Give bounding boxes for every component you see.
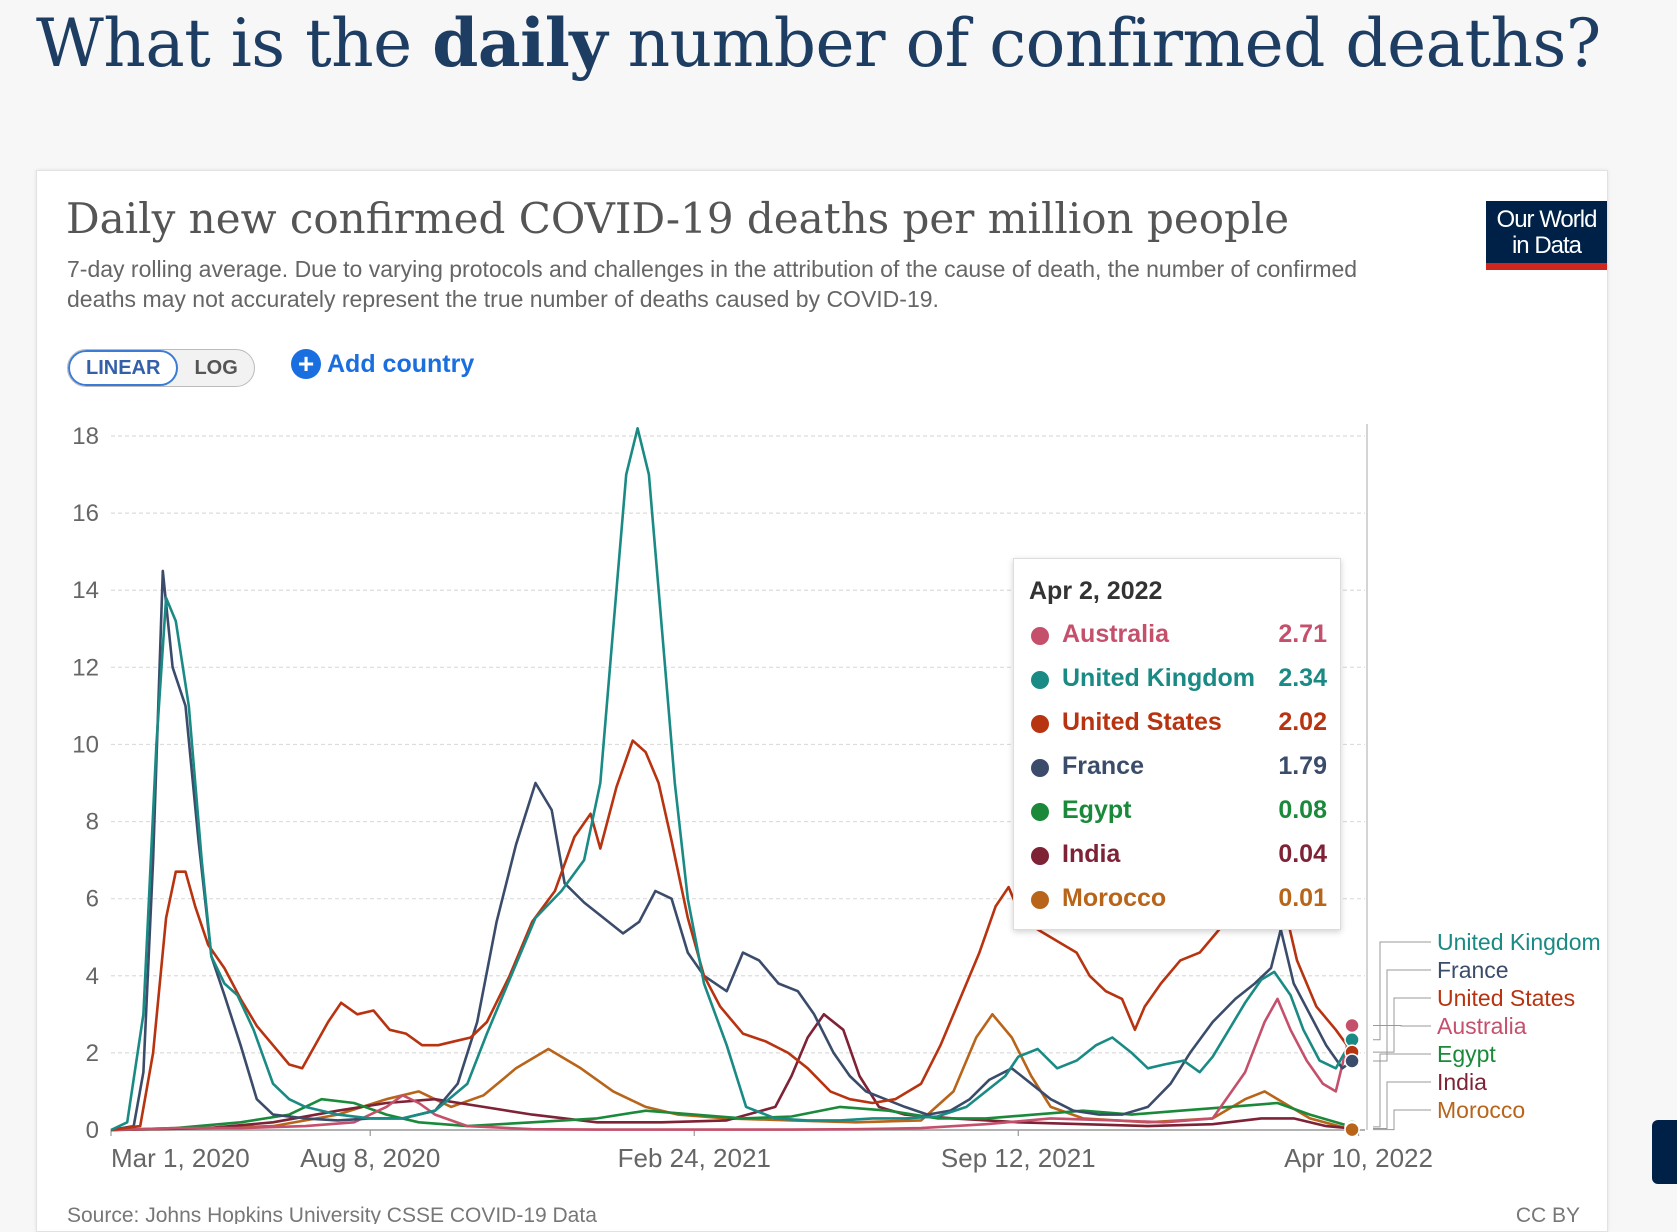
legend-label: France (1437, 957, 1509, 983)
tooltip-country-name: Egypt (1062, 796, 1132, 824)
y-tick-label: 10 (72, 731, 99, 758)
tooltip-row: Egypt 0.08 (1029, 793, 1327, 829)
series-end-point (1344, 1053, 1360, 1069)
legend-connector (1373, 1025, 1431, 1027)
legend-label: Morocco (1437, 1097, 1525, 1123)
series-end-point (1344, 1121, 1360, 1138)
series-color-dot (1031, 847, 1049, 865)
add-country-button[interactable]: + Add country (291, 349, 474, 379)
y-tick-label: 6 (86, 886, 99, 913)
page-heading: What is the daily number of confirmed de… (36, 4, 1601, 82)
tooltip-country-name: India (1062, 840, 1121, 868)
series-line-france (110, 569, 1353, 1132)
linear-scale-button[interactable]: LINEAR (68, 350, 179, 386)
legend-connector (1373, 1081, 1431, 1129)
owid-logo[interactable]: Our World in Data (1486, 201, 1607, 270)
series-color-dot (1031, 627, 1049, 645)
series-line-united-kingdom (110, 427, 1354, 1132)
legend-connector (1373, 1109, 1431, 1131)
chart-subtitle: 7-day rolling average. Due to varying pr… (67, 256, 1358, 312)
legend-label: Egypt (1437, 1041, 1496, 1067)
legend-label: United Kingdom (1437, 929, 1601, 955)
x-tick-label: Aug 8, 2020 (300, 1143, 440, 1173)
tooltip-country-name: Australia (1062, 620, 1169, 648)
plus-circle-icon: + (291, 349, 321, 379)
legend-label: United States (1437, 985, 1575, 1011)
hover-tooltip: Apr 2, 2022 Australia 2.71 United Kingdom 2… (1013, 558, 1341, 930)
tooltip-country-name: United States (1062, 708, 1222, 736)
tooltip-date: Apr 2, 2022 (1029, 577, 1163, 605)
scale-toggle: LINEAR LOG (67, 349, 255, 387)
x-tick-label: Mar 1, 2020 (111, 1143, 250, 1173)
tooltip-row: United Kingdom 2.34 (1029, 661, 1327, 697)
legend-connector (1373, 941, 1431, 1041)
tooltip-row: Australia 2.71 (1029, 617, 1327, 653)
series-line-australia (110, 997, 1354, 1132)
tooltip-value: 1.79 (1278, 752, 1327, 780)
chart-title: Daily new confirmed COVID-19 deaths per … (66, 194, 1290, 243)
legend-connector (1373, 969, 1431, 1062)
tooltip-value: 2.34 (1278, 664, 1327, 692)
y-tick-label: 2 (86, 1040, 99, 1067)
tooltip-value: 0.01 (1278, 884, 1327, 912)
tooltip-country-name: United Kingdom (1062, 664, 1256, 692)
series-color-dot (1031, 759, 1049, 777)
tooltip-row: France 1.79 (1029, 749, 1327, 785)
series-line-egypt (110, 1097, 1353, 1132)
tooltip-country-name: France (1062, 752, 1144, 780)
y-tick-label: 12 (72, 654, 99, 681)
x-tick-label: Sep 12, 2021 (941, 1143, 1096, 1173)
license-note: CC BY (1516, 1204, 1580, 1224)
tooltip-value: 2.02 (1278, 708, 1327, 736)
log-scale-button[interactable]: LOG (194, 357, 238, 379)
y-tick-label: 14 (72, 577, 99, 604)
series-line-india (110, 1013, 1353, 1132)
series-line-united-states (110, 739, 1354, 1132)
tooltip-country-name: Morocco (1062, 884, 1167, 912)
add-country-label: Add country (327, 349, 475, 378)
y-tick-label: 18 (72, 423, 99, 450)
side-share-button[interactable] (1652, 1120, 1677, 1184)
source-note: Source: Johns Hopkins University CSSE CO… (67, 1204, 597, 1224)
tooltip-value: 0.04 (1278, 840, 1327, 868)
y-tick-label: 16 (72, 500, 99, 527)
tooltip-row: United States 2.02 (1029, 705, 1327, 741)
series-color-dot (1031, 803, 1049, 821)
tooltip-value: 0.08 (1278, 796, 1327, 824)
tooltip-row: Morocco 0.01 (1029, 881, 1327, 917)
tooltip-value: 2.71 (1278, 620, 1327, 648)
x-tick-label: Apr 10, 2022 (1284, 1143, 1433, 1173)
series-color-dot (1031, 891, 1049, 909)
y-tick-label: 4 (86, 963, 99, 990)
legend-label: India (1437, 1069, 1487, 1095)
series-end-point (1344, 1017, 1360, 1034)
x-tick-label: Feb 24, 2021 (618, 1143, 771, 1173)
tooltip-row: India 0.04 (1029, 837, 1327, 873)
y-tick-label: 8 (86, 809, 99, 836)
series-color-dot (1031, 715, 1049, 733)
series-color-dot (1031, 671, 1049, 689)
legend-label: Australia (1437, 1013, 1527, 1039)
legend-connector (1373, 1053, 1431, 1128)
y-tick-label: 0 (86, 1117, 99, 1144)
